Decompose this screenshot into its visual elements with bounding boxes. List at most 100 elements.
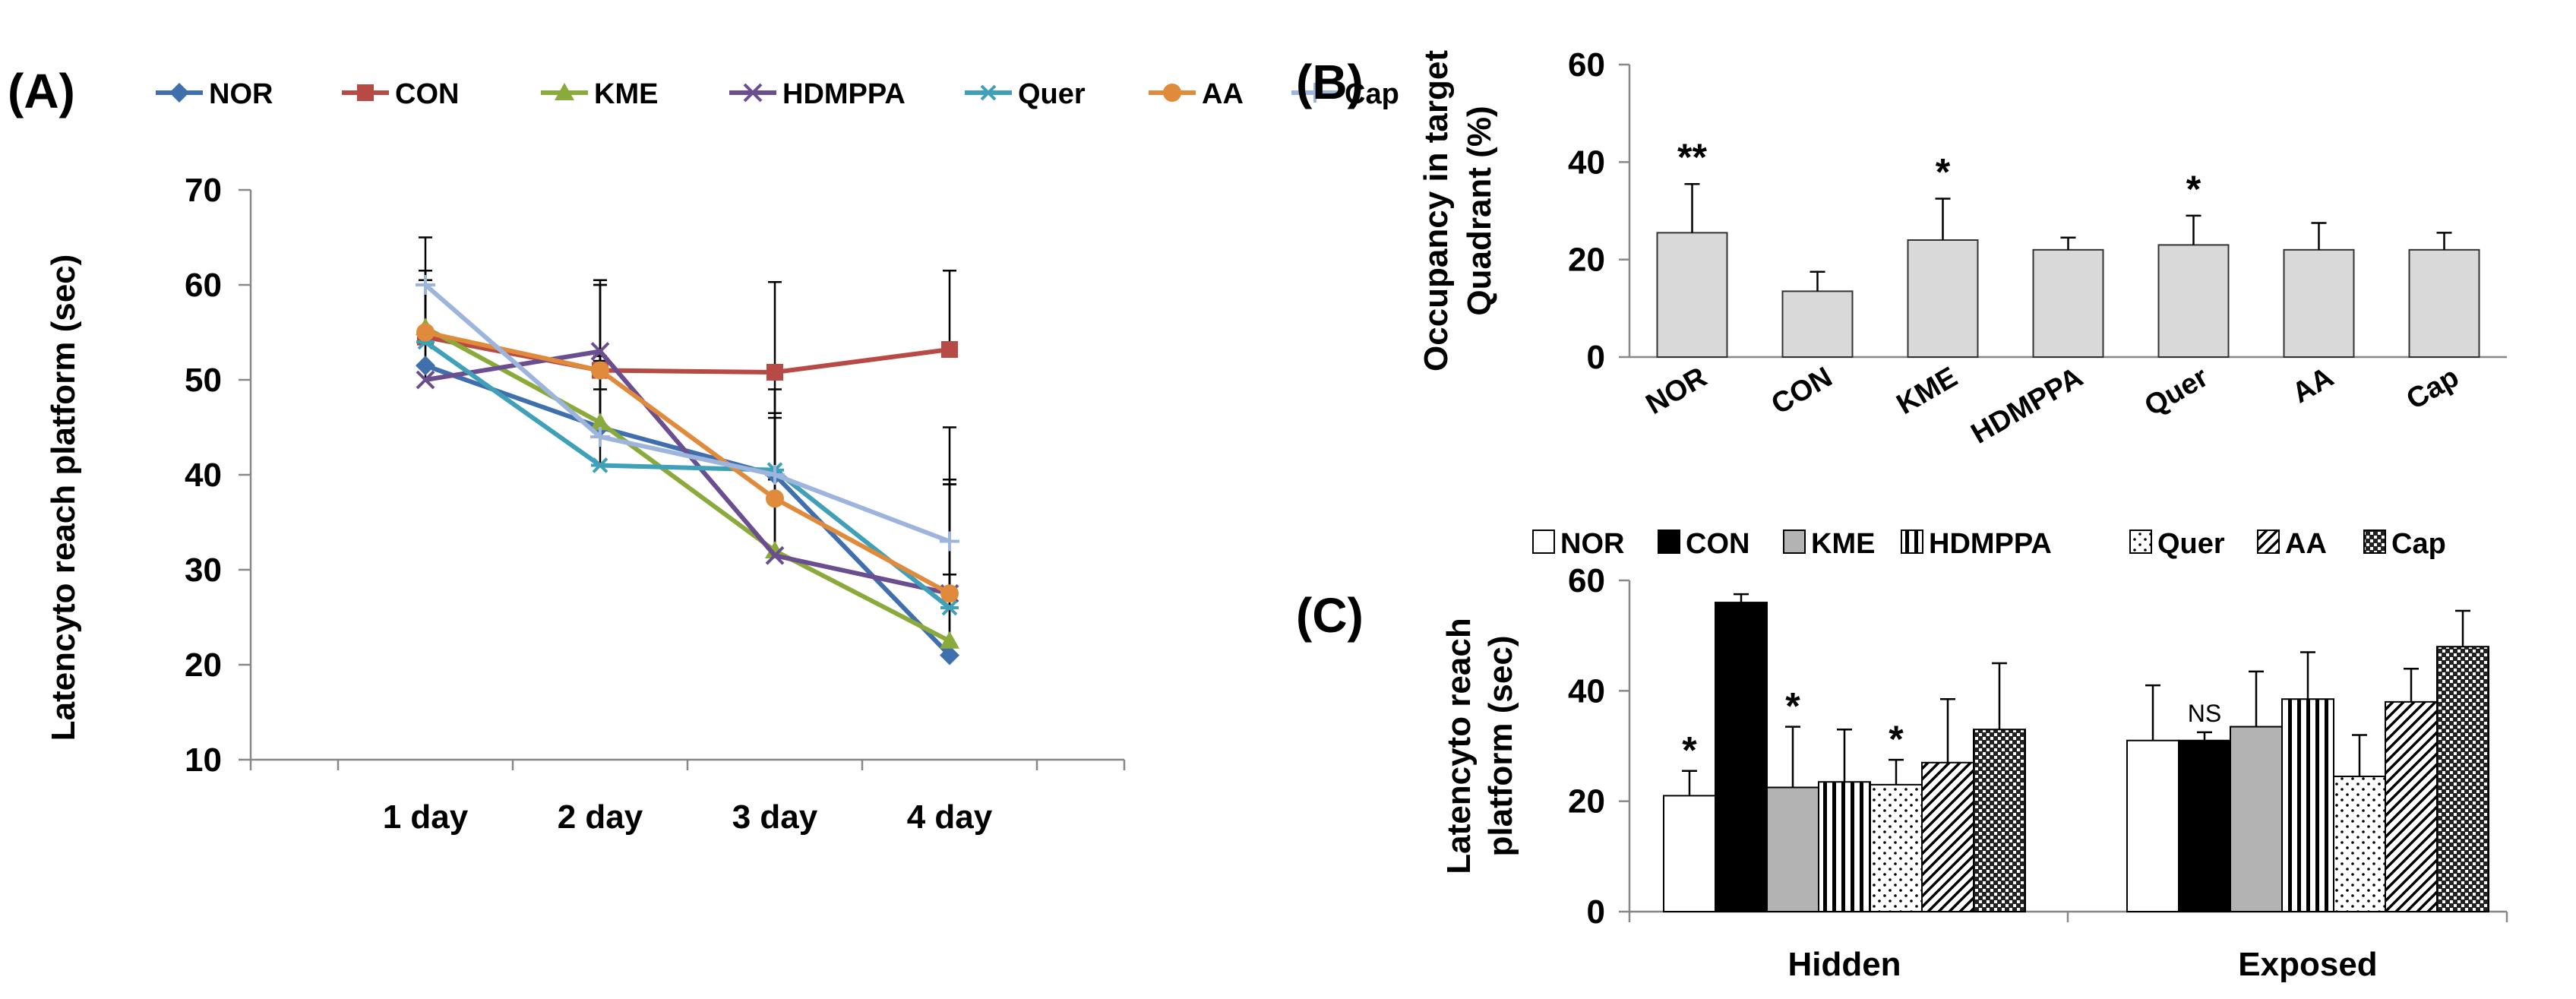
legend-marker-nor-shape [169,83,189,103]
significance-hidden-nor: * [1682,729,1697,772]
category-label-con: CON [1766,361,1838,421]
point-aa [416,323,435,342]
bar-exposed-nor [2126,739,2179,912]
bar-kme [1907,239,1979,358]
panel-a-y-tick-label: 40 [185,457,222,494]
legend-swatch-cap [2363,530,2386,554]
category-label-cap: Cap [2401,361,2464,416]
point-quer [940,599,959,616]
series-line-aa [425,330,951,596]
panel-c-y-axis-title-line2: platform (sec) [1482,636,1519,857]
bar-hidden-kme [1766,786,1819,912]
legend-swatch-aa [2257,530,2280,554]
significance-nor: ** [1677,136,1707,179]
bar-aa [2283,248,2355,359]
point-cap [416,275,435,295]
panel-a-x-tick-label: 4 day [907,798,993,836]
legend-swatch-con [1658,530,1680,554]
point-quer-shape [940,599,959,616]
legend-label-quer: Quer [2157,528,2225,560]
point-hdmppa [590,342,610,361]
legend-marker-hdmppa [743,83,763,103]
significance-hidden-quer: * [1889,718,1904,760]
point-hdmppa-shape [590,342,610,361]
category-label-hdmppa: HDMPPA [1966,361,2088,450]
legend-swatch-nor [1532,530,1555,554]
legend-marker-aa [1163,84,1181,102]
panel-c-legend: NOR CON KME HDMPPA Quer AA Cap [1532,528,2446,560]
point-aa-shape [591,361,609,380]
legend-label-hdmppa: HDMPPA [782,78,906,110]
point-kme [590,413,610,431]
panel-a-y-tick-label: 70 [185,172,222,209]
significance-hidden-kme: * [1785,685,1800,728]
bar-exposed-cap [2436,646,2489,912]
point-hdmppa [416,370,435,390]
legend-label-kme: KME [1811,528,1875,560]
bar-hidden-cap [1973,729,2026,913]
panel-a-x-tick-label: 3 day [732,798,818,836]
group-label-exposed: Exposed [2238,946,2377,983]
panel-b-plot: 0 20 40 60 ** NOR CON * KME HDMPPA * Quer AA Cap Occup… [1418,46,2507,450]
point-aa [940,584,959,603]
legend-marker-cap [1305,83,1325,103]
panel-b-y-axis-title-line1: Occupancy in target [1418,50,1455,371]
bar-exposed-con [2178,739,2231,912]
bar-con [1781,290,1854,358]
bar-quer [2157,244,2230,358]
bar-exposed-aa [2385,700,2438,912]
panel-c-y-tick-label: 0 [1587,893,1605,931]
bar-cap [2408,248,2480,359]
bar-hidden-nor [1663,795,1716,913]
panel-b: (B) 0 20 40 60 ** NOR CON * KME HDMPPA * Quer AA Cap O… [1296,46,2507,450]
legend-marker-aa-shape [1163,84,1181,102]
point-kme-shape [590,413,610,431]
legend-marker-cap-shape [1305,83,1325,103]
legend-label-hdmppa: HDMPPA [1929,528,2052,560]
panel-a-y-tick-label: 60 [185,267,222,304]
point-quer [591,457,609,473]
point-nor-shape [940,645,959,665]
point-con [941,341,958,358]
point-aa-shape [416,323,435,342]
point-kme [940,631,959,649]
series-line-con [425,334,950,375]
point-cap-shape [416,275,435,295]
legend-swatch-kme [1783,530,1806,554]
point-cap [590,427,610,447]
panel-a-plot: 10 20 30 40 50 60 70 1 day 2 day 3 day 4 day Latenc… [45,172,1126,836]
significance-quer: * [2186,168,2201,210]
panel-b-y-tick-label: 20 [1568,242,1605,279]
legend-label-cap: Cap [2391,528,2446,560]
significance-ns: NS [2188,700,2221,727]
legend-label-nor: NOR [209,78,273,110]
panel-c-y-tick-label: 40 [1568,672,1605,710]
legend-label-cap: Cap [1345,78,1399,110]
bar-hidden-hdmppa [1818,781,1871,912]
point-nor-shape [416,356,435,376]
legend-swatch-hdmppa [1901,530,1923,554]
legend-marker-quer-shape [979,84,997,101]
panel-c: (C) NOR CON KME HDMPPA Quer AA Cap 0 20 40 60 * * * H… [1296,528,2508,983]
bar-exposed-quer [2333,775,2386,913]
point-aa [766,489,784,508]
panel-a-y-tick-label: 10 [185,741,222,779]
panel-b-y-axis-title-line2: Quadrant (%) [1461,106,1498,315]
panel-a-x-tick-label: 2 day [558,798,643,836]
panel-c-plot: 0 20 40 60 * * * Hidden NS Exposed Latencyto reach… [1440,562,2508,983]
point-con-shape [941,341,958,358]
panel-c-label: (C) [1296,588,1364,643]
series-line-kme [424,325,951,643]
significance-kme: * [1936,150,1951,193]
bar-hidden-quer [1870,783,1923,913]
series-line-cap [424,283,951,544]
category-label-aa: AA [2287,361,2339,409]
point-nor [940,645,959,665]
legend-marker-kme [555,83,574,100]
point-hdmppa-shape [765,545,785,565]
legend-marker-kme-shape [555,83,574,100]
point-hdmppa [765,545,785,565]
bar-hidden-aa [1921,761,1974,912]
series-line-quer [424,340,951,610]
panel-a-y-tick-label: 50 [185,362,222,399]
